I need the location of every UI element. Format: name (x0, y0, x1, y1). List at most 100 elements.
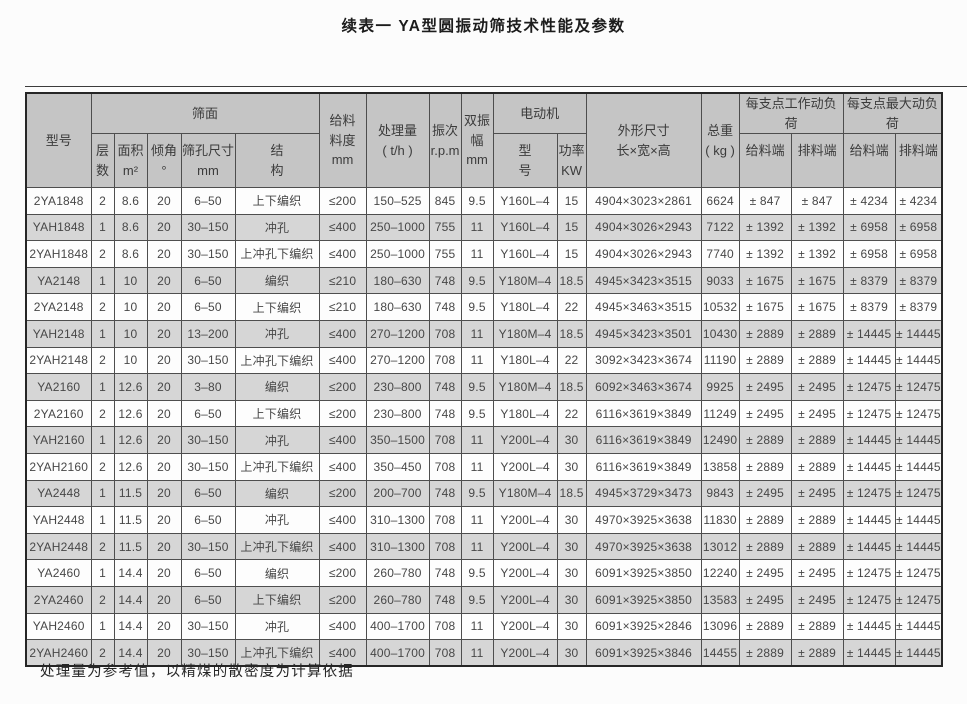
table-cell: 6–50 (180, 506, 236, 534)
table-row: 2YAH2460 2 14.4 20 30–150 上冲孔下编织 ≤400 400–1700 7… (25, 639, 943, 667)
table-cell: ≤400 (318, 426, 367, 454)
table-cell: 14.4 (113, 559, 148, 587)
table-cell: 4945×3423×3515 (585, 266, 702, 295)
table-cell: 15 (556, 240, 587, 268)
table-cell: Y160L–4 (492, 213, 558, 242)
table-cell: ± 6958 (842, 213, 896, 242)
table-cell: 2 (90, 452, 115, 481)
table-cell: 9.5 (460, 266, 494, 295)
table-cell: 11 (460, 612, 494, 641)
table-cell: ± 12475 (842, 559, 896, 587)
table-cell: 250–1000 (365, 213, 430, 242)
table-cell: ± 1675 (738, 293, 792, 321)
table-cell: ± 12475 (894, 479, 943, 508)
table-cell: 冲孔 (234, 612, 320, 641)
table-cell: 748 (428, 479, 462, 508)
table-cell: 310–1300 (365, 506, 430, 534)
table-cell: 230–800 (365, 399, 430, 428)
footnote: 处理量为参考值，以精煤的散密度为计算依据 (40, 664, 354, 680)
table-cell: Y200L–4 (492, 612, 558, 641)
table-row: 2YA1848 2 8.6 20 6–50 上下编织 ≤200 150–525 845 9.5 Y1… (25, 187, 943, 215)
table-cell: 9.5 (460, 479, 494, 508)
table-cell: 4945×3463×3515 (585, 293, 702, 321)
table-body: 2YA1848 2 8.6 20 6–50 上下编织 ≤200 150–525 845 9.5 Y1… (25, 187, 943, 667)
table-cell: 11 (460, 240, 494, 268)
table-cell: ≤400 (318, 346, 367, 375)
table-cell: 755 (428, 213, 462, 242)
table-cell: 4904×3026×2943 (585, 213, 702, 242)
col-header-weight: 总重 ( kg ) (700, 92, 740, 188)
table-cell: 11 (460, 639, 494, 667)
table-cell: 编织 (234, 266, 320, 295)
table-cell: 11830 (700, 506, 740, 534)
table-cell: 9.5 (460, 187, 494, 215)
table-cell: ± 2889 (790, 639, 844, 667)
table-cell: 20 (146, 293, 182, 321)
table-cell: YAH2460 (25, 612, 92, 641)
table-cell: 708 (428, 506, 462, 534)
table-cell: 2YA2460 (25, 585, 92, 614)
table-cell: 上冲孔下编织 (234, 639, 320, 667)
table-cell: ± 2495 (738, 585, 792, 614)
table-cell: Y180M–4 (492, 266, 558, 295)
table-cell: 11 (460, 452, 494, 481)
table-cell: 6116×3619×3849 (585, 399, 702, 428)
table-cell: ≤200 (318, 559, 367, 587)
table-cell: 9.5 (460, 559, 494, 587)
table-cell: 11 (460, 426, 494, 454)
table-cell: 310–1300 (365, 532, 430, 561)
table-cell: 20 (146, 373, 182, 401)
table-cell: ± 8379 (894, 266, 943, 295)
table-cell: 2 (90, 187, 115, 215)
table-cell: 11190 (700, 346, 740, 375)
table-cell: 4945×3423×3501 (585, 319, 702, 348)
table-cell: 748 (428, 559, 462, 587)
table-cell: 2YAH2448 (25, 532, 92, 561)
table-cell: YAH2148 (25, 319, 92, 348)
table-cell: ± 2889 (738, 426, 792, 454)
table-cell: 708 (428, 532, 462, 561)
col-header-max-discharge-end: 排料端 (894, 133, 943, 188)
table-cell: 6–50 (180, 559, 236, 587)
table-cell: ± 12475 (842, 373, 896, 401)
table-cell: ± 12475 (842, 399, 896, 428)
table-cell: 708 (428, 612, 462, 641)
table-cell: 845 (428, 187, 462, 215)
table-cell: 4904×3026×2943 (585, 240, 702, 268)
table-cell: 200–700 (365, 479, 430, 508)
table-cell: 8.6 (113, 240, 148, 268)
table-cell: 20 (146, 266, 182, 295)
table-row: 2YA2460 2 14.4 20 6–50 上下编织 ≤200 260–780 748 9.5 Y… (25, 585, 943, 614)
table-row: YAH2448 1 11.5 20 6–50 冲孔 ≤400 310–1300 708 11 Y20… (25, 506, 943, 534)
table-cell: 7740 (700, 240, 740, 268)
table-cell: ± 847 (738, 187, 792, 215)
table-cell: 18.5 (556, 266, 587, 295)
table-cell: ± 14445 (894, 639, 943, 667)
table-cell: 30 (556, 559, 587, 587)
table-cell: 400–1700 (365, 639, 430, 667)
table-cell: 30–150 (180, 426, 236, 454)
table-cell: 3092×3423×3674 (585, 346, 702, 375)
table-cell: 上下编织 (234, 187, 320, 215)
table-cell: YA2160 (25, 373, 92, 401)
table-cell: 上冲孔下编织 (234, 240, 320, 268)
table-cell: 上冲孔下编织 (234, 452, 320, 481)
table-cell: 2YA2148 (25, 293, 92, 321)
col-header-incline: 倾角 ° (146, 133, 182, 188)
table-cell: 20 (146, 426, 182, 454)
table-cell: ± 14445 (842, 506, 896, 534)
table-cell: 2 (90, 585, 115, 614)
table-cell: 20 (146, 532, 182, 561)
table-cell: ≤400 (318, 240, 367, 268)
table-row: 2YAH1848 2 8.6 20 30–150 上冲孔下编织 ≤400 250–1000 75… (25, 240, 943, 268)
table-cell: 1 (90, 319, 115, 348)
table-row: YAH2148 1 10 20 13–200 冲孔 ≤400 270–1200 708 11 Y18… (25, 319, 943, 348)
table-cell: Y200L–4 (492, 506, 558, 534)
table-cell: 270–1200 (365, 346, 430, 375)
table-cell: 14455 (700, 639, 740, 667)
table-cell: ≤400 (318, 319, 367, 348)
table-cell: 7122 (700, 213, 740, 242)
col-header-amplitude: 双振 幅 mm (460, 92, 494, 188)
table-cell: 10430 (700, 319, 740, 348)
table-cell: 30 (556, 585, 587, 614)
